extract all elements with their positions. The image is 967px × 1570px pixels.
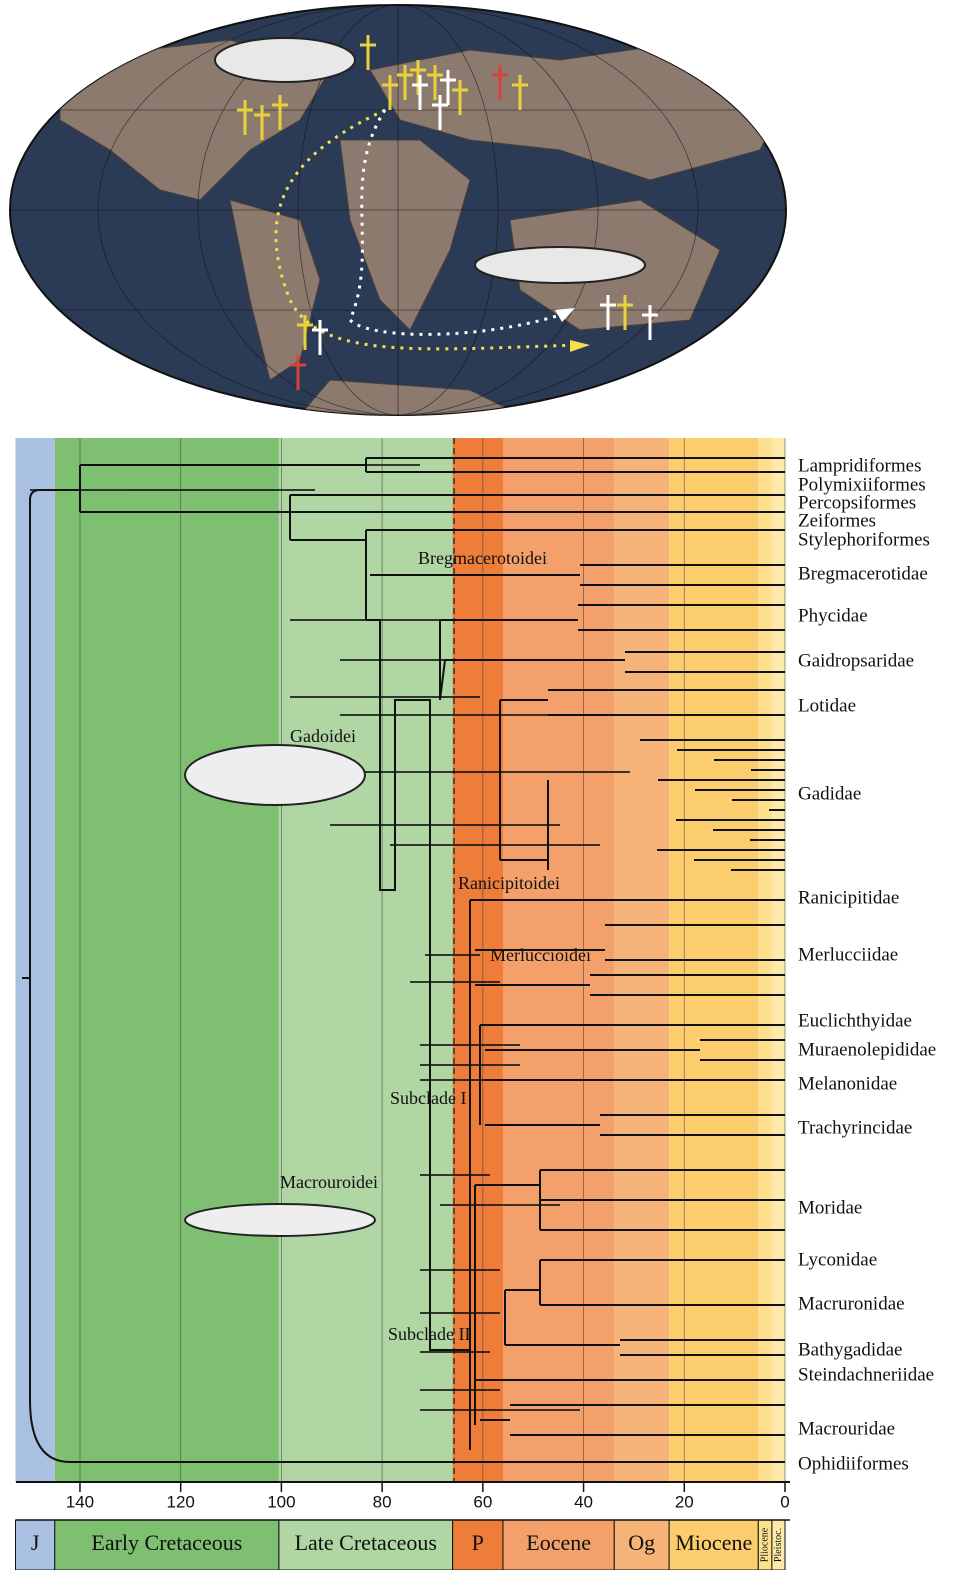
x-tick-label: 100 (267, 1492, 295, 1511)
period-label: Early Cretaceous (91, 1530, 242, 1555)
period-background (452, 438, 503, 1482)
tip-label: Percopsiformes (798, 492, 916, 513)
tip-label: Bathygadidae (798, 1339, 902, 1360)
period-backgrounds (15, 438, 786, 1570)
tip-label: Ranicipitidae (798, 887, 899, 908)
period-cell (502, 1519, 615, 1570)
tip-label: Trachyrincidae (798, 1117, 912, 1138)
period-label: Late Cretaceous (295, 1530, 437, 1555)
period-label: J (31, 1530, 40, 1555)
tip-label: Euclichthyidae (798, 1010, 912, 1031)
x-tick-label: 80 (373, 1492, 392, 1511)
tip-label: Ophidiiformes (798, 1453, 909, 1474)
clade-label: Subclade I (390, 1088, 466, 1108)
tree (22, 457, 785, 1463)
clade-label: Ranicipitoidei (458, 873, 560, 893)
period-background (15, 438, 55, 1482)
period-label: Pliocene (759, 1527, 770, 1562)
x-tick-label: 140 (66, 1492, 94, 1511)
period-cell (668, 1519, 759, 1570)
clade-label: Merluccioidei (490, 945, 591, 965)
tip-label: Steindachneriidae (798, 1364, 934, 1385)
x-tick-label: 0 (780, 1492, 789, 1511)
tip-label: Lampridiformes (798, 455, 921, 476)
tip-label: Zeiformes (798, 510, 876, 531)
tip-label: Macrouridae (798, 1418, 895, 1439)
clade-label: Subclade II (388, 1324, 470, 1344)
clade-label: Bregmacerotoidei (418, 548, 547, 568)
period-cell (54, 1519, 280, 1570)
tip-label: Bregmacerotidae (798, 563, 928, 584)
x-tick-label: 40 (574, 1492, 593, 1511)
tip-label: Melanonidae (798, 1073, 897, 1094)
grenadier-illustration (184, 1203, 376, 1237)
tip-label: Gadidae (798, 783, 861, 804)
period-label: Og (628, 1530, 655, 1555)
tip-label: Muraenolepididae (798, 1039, 936, 1060)
tip-label: Merlucciidae (798, 944, 898, 965)
clade-label: Gadoidei (290, 726, 356, 746)
period-label: Eocene (526, 1530, 591, 1555)
period-cell (452, 1519, 504, 1570)
cod-illustration (184, 744, 366, 806)
tip-label: Moridae (798, 1197, 862, 1218)
x-tick-label: 60 (473, 1492, 492, 1511)
period-label: Miocene (675, 1530, 752, 1555)
period-background (502, 438, 615, 1482)
period-cell (15, 1519, 56, 1570)
clade-label: Macrouroidei (280, 1172, 378, 1192)
x-tick-label: 120 (166, 1492, 194, 1511)
x-tick-label: 20 (675, 1492, 694, 1511)
tip-label: Macruronidae (798, 1293, 905, 1314)
paleo-map (9, 4, 787, 416)
tip-label: Gaidropsaridae (798, 650, 914, 671)
tip-label: Stylephoriformes (798, 529, 930, 550)
period-label: P (472, 1530, 484, 1555)
period-label: Pleistoc. (773, 1528, 784, 1562)
tip-label: Lyconidae (798, 1249, 877, 1270)
tip-label: Phycidae (798, 605, 868, 626)
grid (79, 438, 786, 1482)
tip-label: Polymixiiformes (798, 474, 926, 495)
period-background (54, 438, 279, 1482)
tip-label: Lotidae (798, 695, 856, 716)
